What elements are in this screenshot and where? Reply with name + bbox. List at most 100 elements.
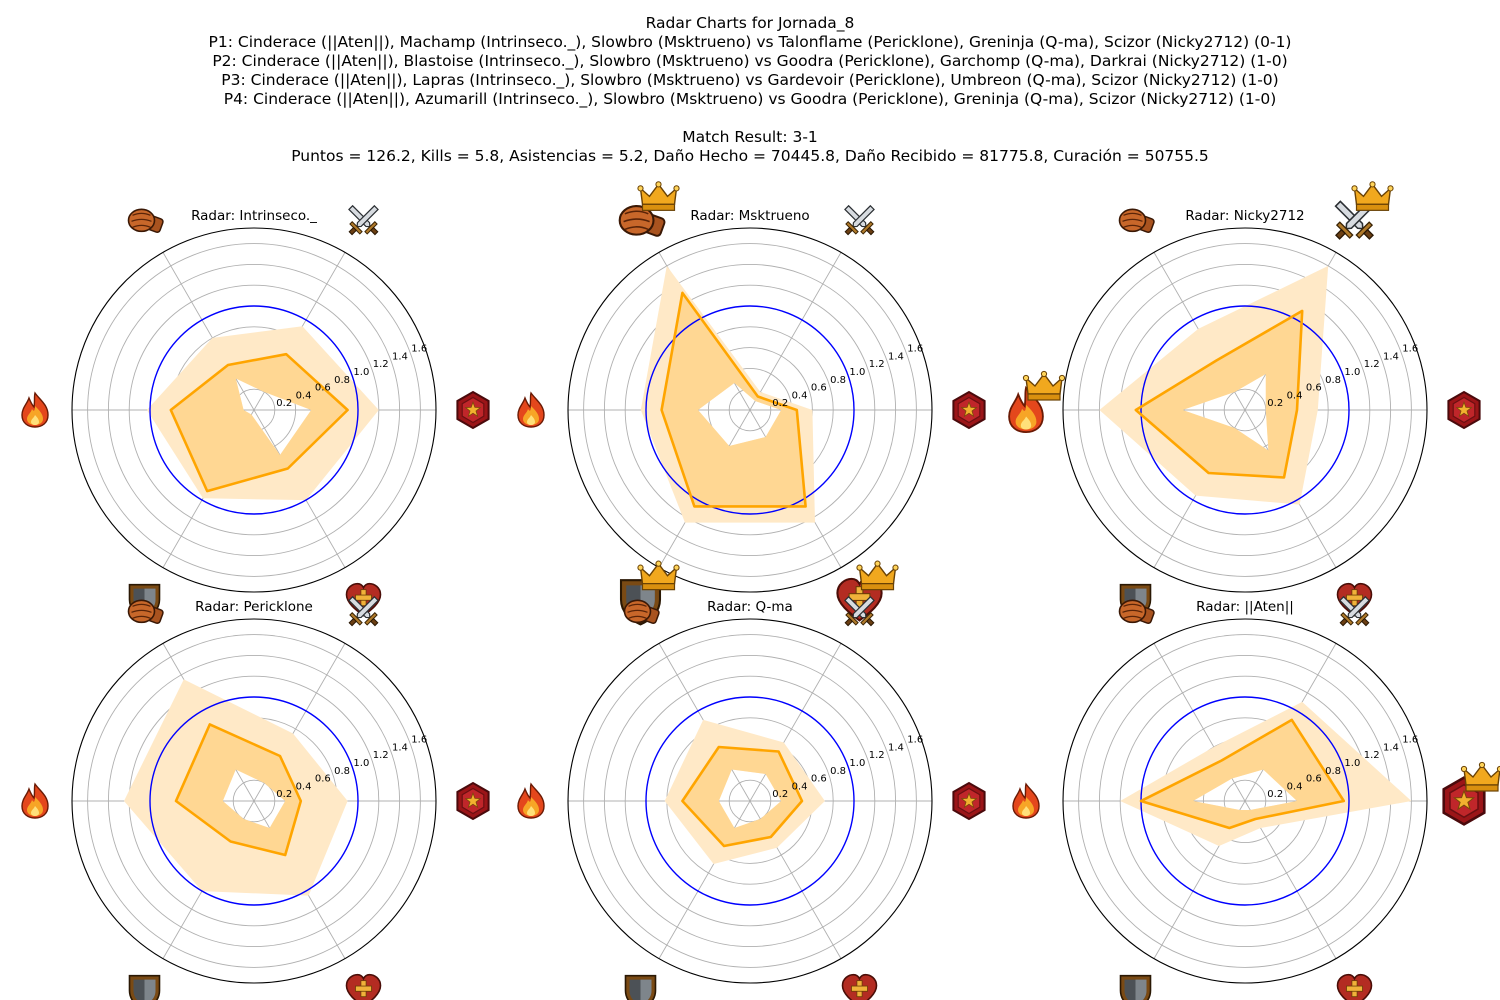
star-icon: [1447, 390, 1481, 430]
star-icon: [456, 781, 490, 821]
chart-title: Radar: Nicky2712: [1185, 208, 1304, 224]
range-band: [124, 679, 348, 896]
value-fill: [682, 747, 802, 846]
radar-chart-3: 0.2 0.40.60.81.0 1.21.41.6 Radar: Nicky2712: [1062, 208, 1428, 593]
r-tick-label: 0.2: [772, 398, 788, 409]
r-tick-label: 1.2: [869, 750, 885, 761]
crown-icon-0: [1460, 761, 1500, 792]
chart-title: Radar: Q-ma: [707, 599, 793, 615]
r-tick-label: 1.4: [392, 351, 408, 362]
punch-icon: [127, 599, 164, 624]
r-tick-label: 0.8: [334, 375, 350, 386]
polar-frame: [567, 618, 933, 984]
range-band: [664, 719, 825, 864]
r-tick-label: 0.6: [315, 383, 331, 394]
star-icon: [952, 390, 986, 430]
sword-icon: [348, 595, 379, 627]
r-tick-label: 0.4: [1287, 781, 1303, 792]
crown-icon-4: [637, 560, 680, 591]
r-tick-label: 1.6: [907, 344, 923, 355]
reference-circle: [1140, 305, 1350, 515]
r-tick-label: 1.2: [1364, 359, 1380, 370]
r-tick-label: 0.2: [772, 789, 788, 800]
crown-icon-3: [1022, 370, 1066, 401]
r-tick-label: 0.8: [1325, 766, 1341, 777]
chart-title: Radar: Pericklone: [195, 599, 313, 615]
reference-circle: [645, 305, 855, 515]
punch-icon: [1118, 208, 1155, 233]
r-tick-label: 1.0: [1344, 758, 1360, 769]
polar-frame: [567, 227, 933, 593]
shield-icon: [128, 974, 161, 1000]
fire-icon: [21, 782, 49, 819]
star-icon: [952, 781, 986, 821]
r-tick-label: 0.8: [1325, 375, 1341, 386]
radar-chart-4: 0.2 0.40.60.81.0 1.21.41.6 Radar: Pericklon…: [71, 599, 437, 984]
reference-circle: [149, 305, 359, 515]
r-tick-label: 1.0: [849, 367, 865, 378]
chart-title: Radar: Msktrueno: [690, 208, 809, 224]
reference-circle: [149, 696, 359, 906]
r-tick-label: 0.4: [1287, 390, 1303, 401]
value-fill: [176, 724, 301, 855]
r-tick-label: 0.6: [811, 774, 827, 785]
radar-chart-2: 0.2 0.40.60.81.0 1.21.41.6 Radar: Msktrueno: [567, 208, 933, 593]
r-tick-label: 1.0: [353, 758, 369, 769]
radar-chart-5: 0.2 0.40.60.81.0 1.21.41.6 Radar: Q-ma: [567, 599, 933, 984]
r-tick-label: 1.2: [373, 750, 389, 761]
sword-icon: [348, 204, 379, 236]
r-tick-label: 1.2: [869, 359, 885, 370]
fire-icon: [21, 391, 49, 428]
r-tick-label: 0.6: [811, 383, 827, 394]
figure-title: Radar Charts for Jornada_8: [645, 14, 855, 32]
punch-icon: [127, 208, 164, 233]
match-line-p2: P2: Cinderace (||Aten||), Blastoise (Int…: [212, 52, 1288, 70]
value-fill: [170, 354, 348, 492]
chart-title: Radar: ||Aten||: [1196, 599, 1294, 615]
radar-chart-6: 0.2 0.40.60.81.0 1.21.41.6 Radar: ||Aten||: [1062, 599, 1428, 984]
heart-icon: [1336, 973, 1373, 1000]
r-tick-label: 0.4: [792, 390, 808, 401]
r-tick-label: 0.8: [830, 766, 846, 777]
figure-header: Radar Charts for Jornada_8 P1: Cinderace…: [0, 14, 1500, 166]
grid-spoke: [749, 252, 842, 411]
fire-icon: [517, 391, 545, 428]
polar-frame: [1062, 618, 1428, 984]
r-tick-label: 0.4: [296, 781, 312, 792]
sword-icon: [844, 595, 875, 627]
fire-icon: [517, 782, 545, 819]
crown-icon-5: [856, 560, 899, 591]
polar-frame: [71, 227, 437, 593]
r-tick-label: 1.0: [353, 367, 369, 378]
match-result: Match Result: 3-1: [682, 128, 818, 146]
r-tick-label: 1.6: [411, 344, 427, 355]
grid-spoke: [162, 252, 255, 411]
r-tick-label: 0.8: [334, 766, 350, 777]
heart-icon: [345, 582, 382, 617]
punch-icon: [623, 599, 660, 624]
r-tick-label: 0.8: [830, 375, 846, 386]
heart-icon: [345, 973, 382, 1000]
r-tick-label: 1.0: [1344, 367, 1360, 378]
reference-circle: [645, 696, 855, 906]
r-tick-label: 1.2: [1364, 750, 1380, 761]
r-tick-label: 0.2: [1267, 398, 1283, 409]
r-tick-label: 0.2: [276, 789, 292, 800]
star-icon: [456, 390, 490, 430]
value-fill: [661, 292, 806, 507]
punch-icon: [1118, 599, 1155, 624]
shield-icon: [1119, 974, 1152, 1000]
grid-spoke: [749, 643, 842, 802]
r-tick-label: 1.2: [373, 359, 389, 370]
r-tick-label: 0.2: [1267, 789, 1283, 800]
chart-title: Radar: Intrinseco._: [191, 208, 317, 224]
crown-icon-1: [1351, 181, 1394, 211]
match-line-p4: P4: Cinderace (||Aten||), Azumarill (Int…: [223, 90, 1277, 108]
match-line-p3: P3: Cinderace (||Aten||), Lapras (Intrin…: [221, 71, 1279, 89]
polar-frame: [1062, 227, 1428, 593]
value-fill: [1135, 310, 1303, 478]
heart-icon: [841, 973, 878, 1000]
r-tick-label: 1.6: [1402, 735, 1418, 746]
match-line-p1: P1: Cinderace (||Aten||), Machamp (Intri…: [208, 33, 1292, 51]
